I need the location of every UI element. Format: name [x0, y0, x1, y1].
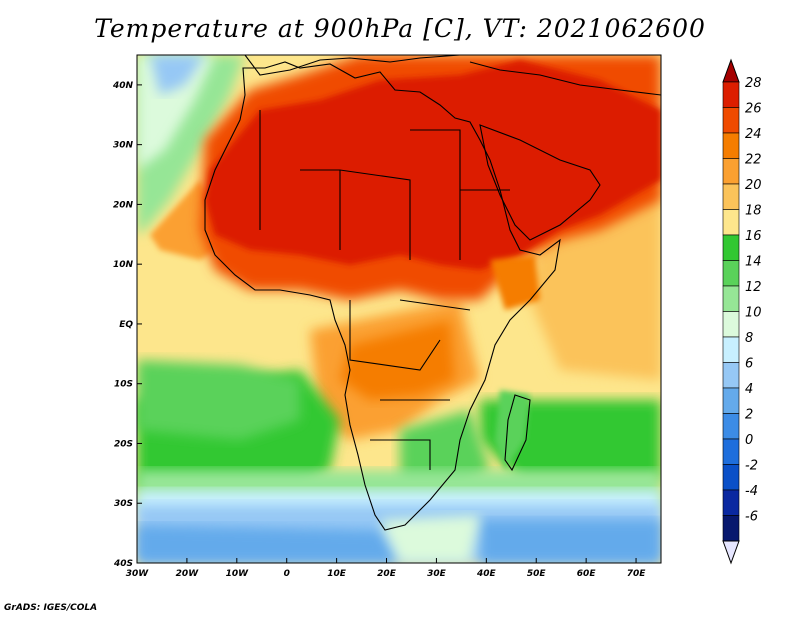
colorbar-swatch	[722, 387, 740, 414]
lat-tick-label: 40S	[113, 559, 133, 569]
colorbar-swatch	[722, 132, 740, 159]
colorbar-label: 2	[745, 408, 753, 423]
colorbar-label: -6	[745, 510, 758, 525]
colorbar-swatch	[722, 362, 740, 389]
grads-credit: GrADS: IGES/COLA	[4, 603, 98, 613]
colorbar-swatch	[722, 336, 740, 363]
colorbar-swatch	[722, 464, 740, 491]
lat-tick-label: 40N	[112, 81, 134, 91]
colorbar-swatch	[722, 234, 740, 261]
colorbar-label: 24	[745, 127, 762, 142]
colorbar-label: 0	[745, 433, 753, 448]
lon-tick-label: 50E	[527, 569, 547, 579]
colorbar-label: 14	[745, 255, 762, 270]
lon-tick-label: 10W	[226, 569, 250, 579]
lat-tick-label: 10N	[113, 260, 134, 270]
colorbar-swatch	[722, 260, 740, 287]
lon-tick-label: 10E	[327, 569, 347, 579]
longitude-axis: 30W 20W 10W 0 10E 20E 30E 40E 50E 60E 70E	[126, 558, 646, 579]
lat-tick-label: 20N	[113, 200, 134, 210]
lon-tick-label: 30E	[427, 569, 447, 579]
colorbar-label: 16	[745, 229, 762, 244]
colorbar-label: 12	[745, 280, 762, 295]
colorbar-label: 18	[745, 204, 762, 219]
colorbar-swatch	[722, 438, 740, 465]
colorbar-label: 6	[745, 357, 753, 372]
colorbar-swatch	[722, 285, 740, 312]
colorbar-swatch	[722, 81, 740, 108]
coastlines	[204, 55, 661, 531]
lon-tick-label: 70E	[627, 569, 647, 579]
colorbar-label: 10	[745, 306, 762, 321]
map-title: Temperature at 900hPa [C], VT: 202106260…	[94, 14, 706, 43]
lat-tick-label: EQ	[119, 320, 133, 330]
temperature-field	[137, 55, 661, 563]
latitude-axis: 40N 30N 20N 10N EQ 10S 20S 30S 40S	[112, 81, 142, 569]
colorbar-label: 26	[745, 102, 762, 117]
colorbar-max-arrow	[722, 58, 740, 83]
lat-tick-label: 20S	[114, 439, 133, 449]
lon-tick-label: 60E	[577, 569, 597, 579]
colorbar-swatch	[722, 158, 740, 185]
colorbar-swatch	[722, 183, 740, 210]
lat-tick-label: 30N	[113, 141, 134, 151]
lon-tick-label: 20E	[377, 569, 397, 579]
colorbar-label: -2	[745, 459, 758, 474]
lon-tick-label: 20W	[176, 569, 200, 579]
colorbar-swatch	[722, 413, 740, 440]
lon-tick-label: 0	[284, 569, 290, 579]
colorbar-label: -4	[745, 484, 758, 499]
colorbar-swatch	[722, 489, 740, 516]
colorbar-label: 22	[745, 153, 762, 168]
colorbar-swatch	[722, 107, 740, 134]
colorbar-label: 20	[745, 178, 762, 193]
lat-tick-label: 10S	[114, 380, 133, 390]
lon-tick-label: 30W	[126, 569, 150, 579]
lat-tick-label: 30S	[114, 499, 133, 509]
map-frame	[136, 54, 662, 564]
lon-tick-label: 40E	[476, 569, 497, 579]
colorbar-swatch	[722, 209, 740, 236]
colorbar-swatch	[722, 311, 740, 338]
colorbar-min-arrow	[722, 540, 740, 565]
colorbar-label: 4	[745, 382, 753, 397]
colorbar-label: 8	[745, 331, 753, 346]
colorbar-label: 28	[745, 76, 762, 91]
colorbar-swatch	[722, 515, 740, 542]
